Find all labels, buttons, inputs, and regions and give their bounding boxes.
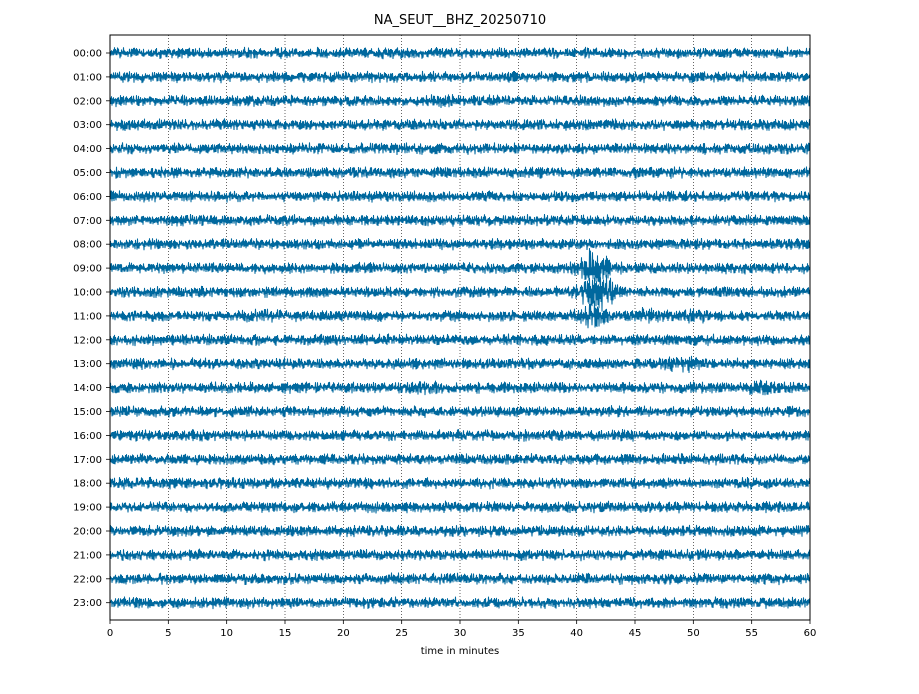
x-tick-label: 5	[165, 628, 171, 639]
trace-1200	[109, 333, 811, 347]
trace-0700	[109, 214, 811, 227]
y-tick-label: 12:00	[73, 335, 102, 346]
x-tick-label: 10	[220, 628, 233, 639]
y-tick-label: 21:00	[73, 550, 102, 561]
y-tick-label: 01:00	[73, 72, 102, 83]
y-tick-label: 00:00	[73, 49, 102, 60]
y-tick-label: 07:00	[73, 216, 102, 227]
y-tick-label: 19:00	[73, 503, 102, 514]
y-axis-hour-labels: 00:00 01:00 02:00 03:00 04:00 05:00 06:00 07:00…	[73, 49, 110, 609]
trace-0100	[109, 70, 811, 84]
trace-0200	[109, 94, 811, 108]
trace-0500	[109, 166, 811, 179]
trace-0800	[109, 237, 811, 251]
trace-1100	[109, 300, 811, 329]
trace-1000	[109, 274, 811, 312]
y-tick-label: 14:00	[73, 383, 102, 394]
y-tick-label: 23:00	[73, 598, 102, 609]
y-tick-label: 22:00	[73, 574, 102, 585]
x-tick-label: 50	[687, 628, 700, 639]
y-tick-label: 18:00	[73, 479, 102, 490]
x-tick-label: 25	[395, 628, 408, 639]
y-tick-label: 09:00	[73, 264, 102, 275]
y-tick-label: 17:00	[73, 455, 102, 466]
trace-2300	[109, 596, 811, 610]
trace-1400	[109, 379, 811, 396]
trace-2200	[109, 572, 811, 586]
x-tick-label: 15	[279, 628, 292, 639]
y-tick-label: 05:00	[73, 168, 102, 179]
x-tick-label: 35	[512, 628, 525, 639]
x-tick-label: 20	[337, 628, 350, 639]
trace-2100	[109, 548, 811, 562]
chart-title: NA_SEUT__BHZ_20250710	[374, 13, 546, 28]
trace-1500	[109, 405, 811, 418]
trace-0300	[109, 118, 811, 132]
trace-0000	[109, 46, 811, 60]
y-tick-label: 04:00	[73, 144, 102, 155]
trace-1700	[109, 452, 811, 466]
x-tick-label: 55	[745, 628, 758, 639]
x-tick-label: 60	[804, 628, 817, 639]
trace-1600	[109, 429, 811, 442]
y-tick-label: 03:00	[73, 120, 102, 131]
y-tick-label: 20:00	[73, 527, 102, 538]
y-tick-label: 15:00	[73, 407, 102, 418]
trace-0600	[109, 190, 811, 203]
x-axis-label: time in minutes	[421, 646, 500, 657]
x-tick-label: 40	[570, 628, 583, 639]
y-tick-label: 06:00	[73, 192, 102, 203]
seismic-traces	[109, 46, 811, 610]
x-tick-label: 30	[454, 628, 467, 639]
y-tick-label: 08:00	[73, 240, 102, 251]
trace-0400	[109, 142, 811, 155]
trace-1900	[109, 500, 811, 514]
trace-2000	[109, 524, 811, 538]
y-tick-label: 11:00	[73, 311, 102, 322]
y-tick-label: 10:00	[73, 288, 102, 299]
trace-0900	[109, 248, 811, 285]
y-tick-label: 13:00	[73, 359, 102, 370]
x-tick-label: 0	[107, 628, 113, 639]
x-axis-ticks: 0 5 10 15 20 25 30 35 40 45 50 55 60	[107, 620, 817, 639]
x-tick-label: 45	[629, 628, 642, 639]
trace-1800	[109, 476, 811, 490]
y-tick-label: 16:00	[73, 431, 102, 442]
y-tick-label: 02:00	[73, 96, 102, 107]
trace-1300	[109, 355, 811, 374]
